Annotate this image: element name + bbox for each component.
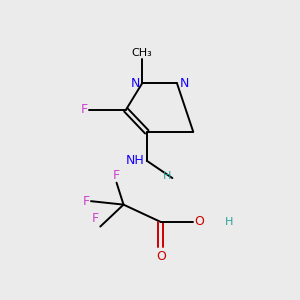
- Text: NH: NH: [126, 154, 145, 167]
- Text: N: N: [179, 77, 189, 90]
- Text: CH₃: CH₃: [132, 48, 152, 58]
- Text: F: F: [113, 169, 120, 182]
- Text: F: F: [92, 212, 99, 225]
- Text: F: F: [80, 103, 88, 116]
- Text: O: O: [194, 215, 204, 229]
- Text: H: H: [225, 217, 233, 227]
- Text: F: F: [83, 195, 90, 208]
- Text: N: N: [130, 77, 140, 90]
- Text: O: O: [156, 250, 166, 263]
- Text: H: H: [163, 171, 171, 181]
